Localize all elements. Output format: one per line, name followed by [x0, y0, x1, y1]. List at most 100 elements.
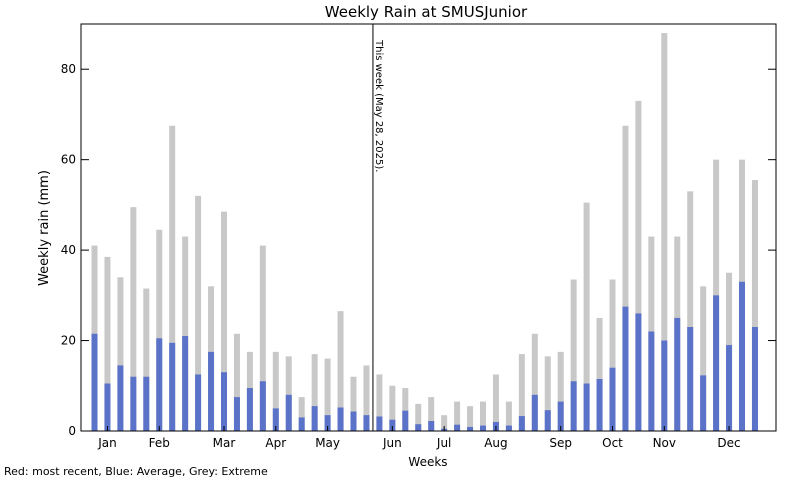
extreme-bar-week-6 — [156, 229, 163, 431]
average-bar-week-48 — [700, 375, 707, 431]
extreme-bar-week-15 — [272, 351, 279, 431]
extreme-bar-week-2 — [104, 256, 111, 431]
average-bar-week-21 — [350, 411, 357, 431]
x-tick-label-sep: Sep — [549, 436, 572, 450]
average-bar-week-33 — [505, 425, 512, 431]
average-bar-week-26 — [415, 424, 422, 431]
x-axis: Jan Feb Mar Apr May Jun Jul Aug Sep Oct Nov Dec — [97, 426, 741, 450]
extreme-bar-week-3 — [117, 277, 124, 431]
y-tick-label-60: 60 — [61, 153, 76, 167]
average-bar-week-47 — [687, 326, 694, 431]
y-tick-label-80: 80 — [61, 62, 76, 76]
extreme-bar-week-23 — [376, 374, 383, 431]
extreme-bar-week-52 — [751, 180, 758, 431]
x-tick-label-oct: Oct — [602, 436, 623, 450]
average-bar-week-44 — [648, 331, 655, 431]
average-bar-week-38 — [570, 381, 577, 431]
this-week-label: This week (May 28, 2025). — [373, 39, 384, 172]
extreme-bar-week-19 — [324, 358, 331, 431]
average-bar-week-6 — [156, 338, 163, 431]
average-bar-week-1 — [91, 333, 98, 431]
extreme-bar-week-32 — [492, 374, 499, 431]
average-bar-week-52 — [751, 326, 758, 431]
x-tick-label-feb: Feb — [149, 436, 170, 450]
x-tick-label-dec: Dec — [717, 436, 740, 450]
extreme-bar-week-21 — [350, 376, 357, 431]
extreme-bar-week-11 — [221, 211, 227, 431]
x-tick-label-jul: Jul — [436, 436, 451, 450]
average-bar-week-30 — [467, 426, 474, 431]
extreme-bar-week-48 — [700, 286, 707, 431]
extreme-bar-week-39 — [583, 202, 590, 431]
bars-layer — [91, 33, 758, 432]
average-bar-week-18 — [311, 406, 318, 431]
x-tick-label-apr: Apr — [265, 436, 286, 450]
average-bar-week-39 — [583, 383, 590, 431]
extreme-bar-week-5 — [143, 288, 150, 431]
average-bar-week-34 — [518, 416, 525, 431]
extreme-bar-week-47 — [687, 191, 694, 431]
extreme-bar-week-25 — [402, 388, 409, 431]
average-bar-week-41 — [609, 367, 616, 431]
average-bar-week-5 — [143, 376, 150, 431]
average-bar-week-20 — [337, 407, 344, 431]
average-bar-week-51 — [739, 281, 745, 431]
x-tick-label-jan: Jan — [97, 436, 117, 450]
y-tick-label-0: 0 — [68, 424, 76, 438]
average-bar-week-50 — [726, 345, 733, 431]
average-bar-week-12 — [233, 397, 240, 431]
average-bar-week-17 — [298, 417, 305, 431]
extreme-bar-week-4 — [130, 207, 137, 431]
average-bar-week-14 — [259, 381, 266, 431]
extreme-bar-week-34 — [518, 354, 525, 431]
x-tick-label-may: May — [315, 436, 340, 450]
average-bar-week-3 — [117, 365, 124, 431]
average-bar-week-27 — [428, 421, 435, 431]
extreme-bar-week-37 — [557, 351, 564, 431]
legend-footnote: Red: most recent, Blue: Average, Grey: E… — [4, 465, 268, 478]
extreme-bar-week-20 — [337, 311, 344, 431]
extreme-bar-week-17 — [298, 397, 305, 431]
average-bar-week-13 — [246, 388, 253, 431]
extreme-bar-week-33 — [505, 401, 512, 431]
average-bar-week-11 — [221, 372, 227, 431]
extreme-bar-week-40 — [596, 317, 603, 431]
average-bar-week-35 — [531, 394, 538, 431]
plot-frame — [80, 23, 777, 432]
extreme-bar-week-14 — [259, 245, 266, 431]
extreme-bar-week-43 — [635, 100, 642, 431]
y-axis: 0 20 40 60 80 — [61, 62, 776, 438]
average-bar-week-43 — [635, 313, 642, 431]
average-bar-week-4 — [130, 376, 137, 431]
average-bar-week-45 — [661, 340, 668, 431]
y-axis-label: Weekly rain (mm) — [37, 170, 52, 286]
x-tick-label-jun: Jun — [382, 436, 402, 450]
extreme-bar-week-24 — [389, 385, 396, 431]
average-bar-week-40 — [596, 378, 603, 431]
extreme-bar-week-28 — [441, 415, 448, 431]
extreme-bar-week-35 — [531, 333, 538, 431]
average-bar-week-2 — [104, 383, 111, 431]
x-tick-label-mar: Mar — [213, 436, 236, 450]
extreme-bar-week-41 — [609, 279, 616, 431]
average-bar-week-42 — [622, 306, 629, 431]
average-bar-week-24 — [389, 419, 396, 431]
extreme-bar-week-36 — [544, 356, 551, 431]
extreme-bar-week-30 — [467, 406, 474, 431]
average-bar-week-36 — [544, 410, 551, 431]
extreme-bar-week-22 — [363, 365, 370, 431]
x-tick-label-nov: Nov — [653, 436, 676, 450]
x-tick-label-aug: Aug — [484, 436, 507, 450]
average-bar-week-29 — [454, 424, 461, 431]
extreme-bar-week-42 — [622, 125, 629, 431]
average-bar-week-22 — [363, 415, 370, 431]
average-bar-week-37 — [557, 401, 564, 431]
average-bar-week-10 — [208, 351, 215, 431]
extreme-bar-week-12 — [233, 333, 240, 431]
y-tick-label-20: 20 — [61, 334, 76, 348]
extreme-bar-week-31 — [480, 401, 486, 431]
average-bar-week-16 — [285, 394, 292, 431]
annotation-layer: This week (May 28, 2025). — [372, 24, 384, 431]
average-bar-week-49 — [713, 295, 720, 431]
